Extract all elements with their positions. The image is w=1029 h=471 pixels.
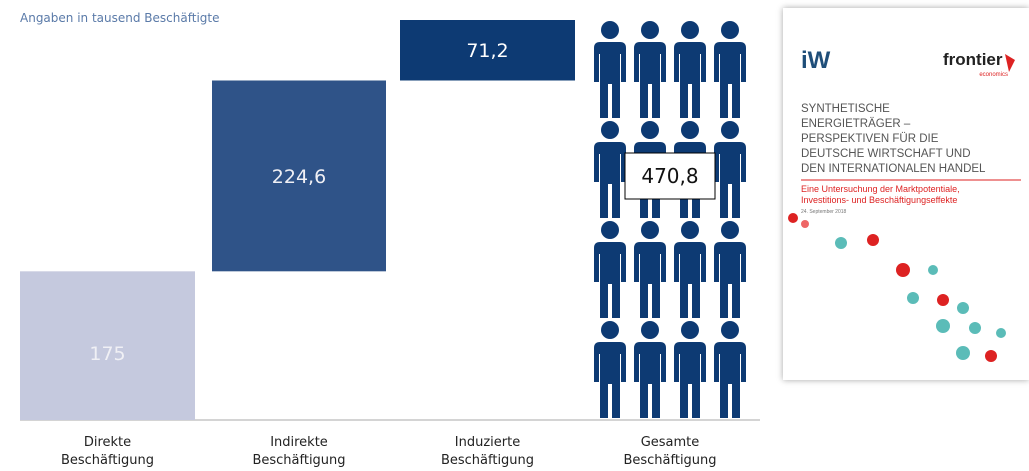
person-icon bbox=[674, 21, 706, 118]
value-label: 175 bbox=[89, 343, 125, 365]
cover-title-line: SYNTHETISCHE bbox=[801, 103, 890, 115]
person-icon bbox=[594, 21, 626, 118]
person-icon bbox=[674, 321, 706, 418]
cover-date: 24. September 2018 bbox=[801, 209, 847, 215]
logo-swoosh bbox=[1005, 54, 1015, 72]
value-label: 224,6 bbox=[272, 166, 326, 188]
person-icon bbox=[714, 221, 746, 318]
cover-title-line: DEUTSCHE WIRTSCHAFT UND bbox=[801, 148, 971, 160]
person-icon bbox=[594, 221, 626, 318]
person-icon bbox=[594, 121, 626, 218]
category-label: Direkte Beschäftigung bbox=[43, 434, 173, 470]
category-label: Induzierte Beschäftigung bbox=[423, 434, 553, 470]
person-icon bbox=[634, 221, 666, 318]
cover-title-line: DEN INTERNATIONALEN HANDEL bbox=[801, 163, 986, 175]
category-label: Gesamte Beschäftigung bbox=[605, 434, 735, 470]
cover-subtitle-line: Eine Untersuchung der Marktpotentiale, bbox=[801, 184, 960, 194]
cover-subtitle-line: Investitions- und Beschäftigungseffekte bbox=[801, 195, 957, 205]
chart-subtitle: Angaben in tausend Beschäftigte bbox=[20, 11, 219, 25]
cover-title-line: ENERGIETRÄGER – bbox=[801, 118, 911, 130]
person-icon bbox=[714, 321, 746, 418]
person-icon bbox=[714, 21, 746, 118]
total-pictogram bbox=[594, 21, 746, 418]
report-cover: iW frontier economics SYNTHETISCHE ENERGI… bbox=[783, 8, 1029, 380]
person-icon bbox=[714, 121, 746, 218]
cover-title-line: PERSPEKTIVEN FÜR DIE bbox=[801, 133, 939, 145]
cover-art: iW frontier economics SYNTHETISCHE ENERGI… bbox=[783, 8, 1029, 380]
person-icon bbox=[594, 321, 626, 418]
person-icon bbox=[634, 21, 666, 118]
page: Angaben in tausend Beschäftigte 175 224,6… bbox=[0, 0, 1029, 471]
cover-logo-right: frontier bbox=[943, 50, 1003, 69]
cover-logo-left: iW bbox=[801, 47, 831, 74]
chart: Angaben in tausend Beschäftigte 175 224,6… bbox=[0, 0, 780, 471]
cover-icons bbox=[788, 213, 1006, 362]
person-icon bbox=[674, 221, 706, 318]
value-label: 71,2 bbox=[466, 40, 508, 62]
cover-logo-sub: economics bbox=[979, 72, 1008, 78]
value-label: 470,8 bbox=[641, 164, 698, 188]
category-label: Indirekte Beschäftigung bbox=[234, 434, 364, 470]
person-icon bbox=[634, 321, 666, 418]
